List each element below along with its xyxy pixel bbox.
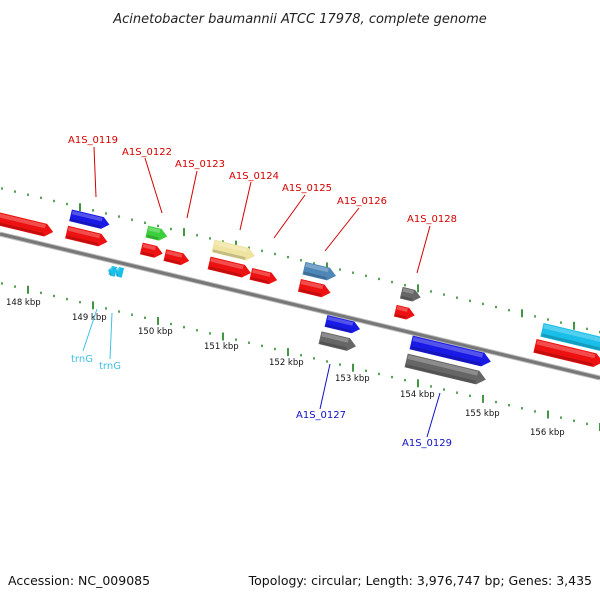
- gene-cyan-right: [540, 323, 600, 352]
- kbp-label: 155 kbp: [465, 409, 500, 419]
- gene-label-a1s-0129: A1S_0129: [402, 438, 452, 449]
- gene-labels: A1S_0119 A1S_0122 A1S_0123 A1S_0124 A1S_…: [68, 135, 457, 449]
- gene-red-a1s-0126: [297, 278, 331, 298]
- gene-blue-a1s-0119: [69, 209, 110, 229]
- gene-red-a1s-0124: [207, 256, 251, 278]
- gene-label-a1s-0124: A1S_0124: [229, 171, 279, 182]
- gene-gray-a1s-0128: [399, 286, 421, 302]
- gene-red-a1s-0119: [65, 225, 108, 247]
- genome-summary-text: Topology: circular; Length: 3,976,747 bp…: [248, 573, 592, 588]
- gene-label-a1s-0122: A1S_0122: [122, 147, 172, 158]
- gene-red-right: [533, 339, 600, 368]
- gene-label-trng-1: trnG: [71, 354, 93, 365]
- gene-label-a1s-0128: A1S_0128: [407, 214, 457, 225]
- gene-label-a1s-0123: A1S_0123: [175, 159, 225, 170]
- gene-red-a1s-0123: [163, 249, 190, 266]
- gene-label-a1s-0119: A1S_0119: [68, 135, 118, 146]
- gene-red-a1s-0128: [393, 304, 415, 320]
- gene-red-a1s-0125: [249, 268, 278, 285]
- gene-features: [0, 209, 600, 385]
- gene-steelblue-a1s-0126: [302, 261, 337, 281]
- gene-green-a1s-0122: [145, 225, 168, 241]
- kbp-label: 154 kbp: [400, 390, 435, 400]
- label-leader-lines: [82, 146, 441, 438]
- accession-text: Accession: NC_009085: [8, 573, 150, 588]
- kbp-label: 150 kbp: [138, 327, 173, 337]
- gene-trng-1: [108, 265, 118, 277]
- gene-label-trng-2: trnG: [99, 361, 121, 372]
- kbp-label: 152 kbp: [269, 358, 304, 368]
- genome-backbone: [0, 231, 600, 381]
- kbp-label: 151 kbp: [204, 342, 239, 352]
- kbp-label: 156 kbp: [530, 428, 565, 438]
- gene-label-a1s-0127: A1S_0127: [296, 410, 346, 421]
- kbp-labels: 148 kbp 149 kbp 150 kbp 151 kbp 152 kbp …: [6, 298, 565, 438]
- gene-label-a1s-0126: A1S_0126: [337, 196, 387, 207]
- gene-red-left: [0, 211, 54, 237]
- upper-scale-track: [1, 187, 600, 334]
- gene-label-a1s-0125: A1S_0125: [282, 183, 332, 194]
- gene-khaki-a1s-0124: [211, 239, 255, 261]
- kbp-label: 149 kbp: [72, 313, 107, 323]
- gene-blue-a1s-0127: [324, 315, 361, 334]
- kbp-label: 153 kbp: [335, 374, 370, 384]
- map-title: Acinetobacter baumannii ATCC 17978, comp…: [112, 12, 487, 27]
- gene-trng-2: [115, 266, 125, 278]
- gene-blue-a1s-0129: [409, 335, 491, 367]
- kbp-label: 148 kbp: [6, 298, 41, 308]
- gene-gray-a1s-0129: [404, 353, 486, 385]
- gene-gray-a1s-0127: [318, 331, 356, 351]
- gene-red-a1s-0122: [139, 242, 163, 258]
- lower-scale-track: [1, 282, 600, 431]
